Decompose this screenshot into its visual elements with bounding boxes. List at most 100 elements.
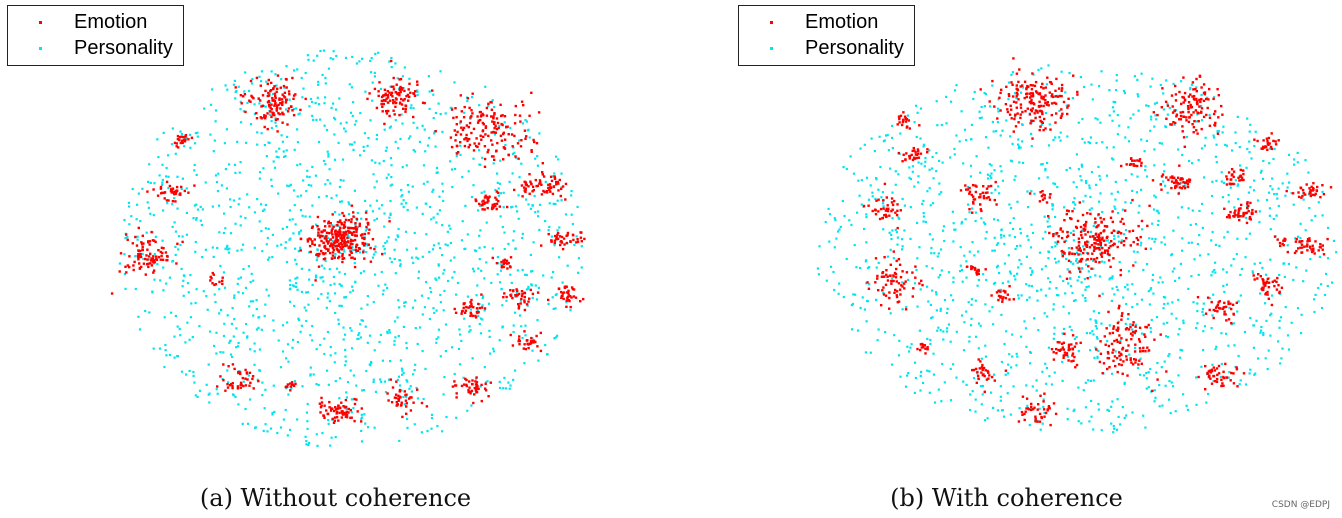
emotion-point: [558, 235, 562, 238]
personality-point: [1009, 272, 1012, 275]
personality-point: [366, 144, 369, 147]
emotion-point: [1180, 187, 1183, 190]
personality-point: [1079, 175, 1082, 178]
emotion-point: [460, 110, 463, 113]
personality-point: [1121, 406, 1124, 409]
personality-point: [241, 422, 244, 425]
emotion-point: [502, 259, 505, 262]
personality-point: [882, 228, 885, 231]
emotion-point: [875, 199, 878, 202]
personality-point: [338, 251, 342, 254]
personality-point: [173, 221, 176, 224]
personality-point: [1309, 258, 1312, 261]
emotion-point: [391, 95, 394, 98]
personality-point: [174, 230, 178, 233]
personality-point: [990, 164, 993, 167]
personality-point: [937, 252, 940, 255]
emotion-point: [352, 211, 355, 214]
emotion-point: [231, 382, 234, 385]
emotion-point: [381, 252, 384, 256]
personality-point: [1293, 158, 1296, 161]
emotion-point: [1181, 95, 1184, 99]
personality-point: [1113, 234, 1116, 237]
emotion-point: [334, 233, 337, 236]
personality-point: [1194, 223, 1198, 226]
personality-point: [926, 190, 929, 193]
personality-point: [379, 87, 382, 91]
personality-point: [479, 229, 482, 232]
personality-point: [1019, 232, 1022, 235]
emotion-point: [1071, 252, 1074, 255]
personality-point: [508, 180, 511, 183]
personality-point: [244, 216, 247, 220]
emotion-point: [993, 105, 996, 108]
personality-point: [377, 51, 380, 54]
emotion-point: [284, 101, 288, 104]
emotion-point: [1208, 87, 1211, 91]
emotion-point: [1013, 117, 1016, 121]
personality-point: [1129, 201, 1133, 204]
emotion-point: [1169, 176, 1172, 179]
personality-point: [1234, 142, 1237, 145]
emotion-point: [367, 243, 370, 246]
emotion-point: [1076, 90, 1079, 94]
personality-point: [1278, 273, 1281, 277]
emotion-point: [1032, 119, 1035, 123]
emotion-point: [402, 107, 405, 110]
personality-point: [863, 308, 866, 311]
personality-point: [308, 251, 311, 254]
emotion-point: [899, 293, 902, 296]
personality-point: [891, 191, 894, 194]
personality-point: [512, 230, 516, 233]
emotion-point: [409, 91, 412, 94]
personality-point: [1047, 144, 1051, 147]
emotion-point: [547, 232, 550, 236]
personality-point: [1065, 104, 1068, 107]
emotion-point: [1012, 95, 1015, 98]
emotion-point: [1174, 93, 1178, 96]
personality-point: [449, 227, 452, 230]
emotion-point: [264, 115, 267, 118]
personality-point: [1080, 165, 1084, 168]
emotion-point: [480, 383, 483, 387]
personality-point: [352, 374, 355, 377]
personality-point: [416, 397, 420, 400]
emotion-point: [1041, 190, 1044, 193]
personality-point: [899, 375, 902, 378]
personality-point: [1077, 386, 1080, 389]
personality-point: [818, 245, 821, 248]
personality-point: [258, 177, 261, 180]
emotion-point: [1140, 164, 1143, 167]
personality-point: [1147, 386, 1150, 389]
personality-point: [1088, 420, 1091, 423]
emotion-point: [452, 116, 455, 120]
emotion-point: [1067, 209, 1070, 213]
emotion-point: [516, 289, 519, 292]
personality-point: [353, 123, 357, 126]
emotion-point: [274, 96, 277, 100]
personality-point: [301, 385, 304, 388]
personality-point: [309, 97, 313, 101]
personality-point: [443, 289, 446, 292]
emotion-point: [513, 134, 516, 138]
personality-point: [1210, 327, 1213, 330]
personality-point: [521, 236, 524, 240]
personality-point: [1197, 159, 1200, 162]
emotion-point: [352, 215, 355, 218]
emotion-point: [483, 307, 487, 310]
personality-point: [436, 212, 439, 215]
personality-point: [242, 380, 245, 383]
personality-point: [245, 323, 248, 326]
personality-point: [305, 291, 308, 294]
personality-point: [1077, 121, 1080, 124]
personality-point: [868, 283, 871, 286]
personality-point: [1280, 357, 1283, 360]
personality-point: [1130, 173, 1133, 176]
emotion-point: [1173, 181, 1176, 185]
personality-point: [984, 223, 987, 226]
personality-point: [195, 203, 198, 206]
personality-point: [364, 90, 367, 93]
emotion-point: [335, 412, 338, 415]
emotion-point: [1029, 84, 1032, 87]
personality-point: [1030, 407, 1033, 410]
